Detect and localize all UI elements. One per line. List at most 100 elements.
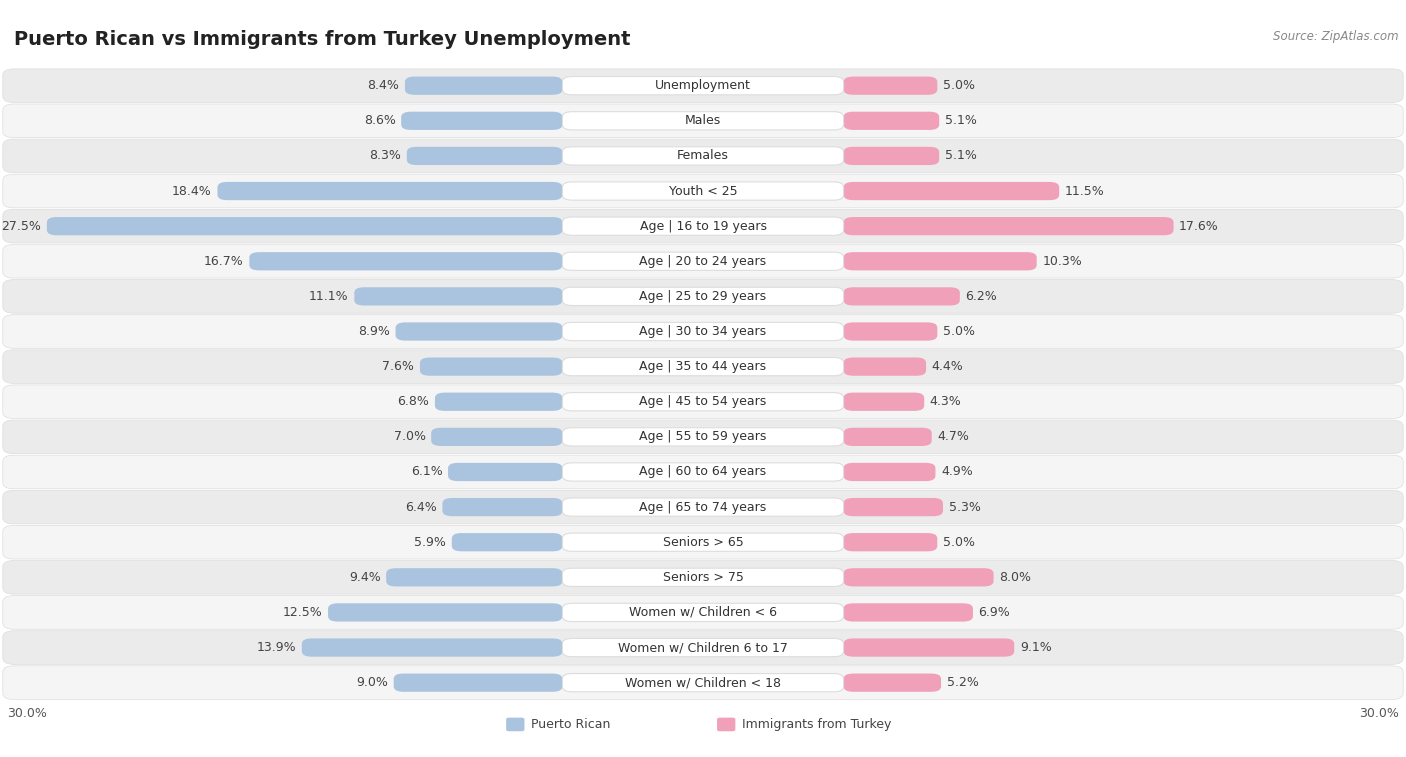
Text: Puerto Rican vs Immigrants from Turkey Unemployment: Puerto Rican vs Immigrants from Turkey U… — [14, 30, 630, 49]
FancyBboxPatch shape — [395, 322, 562, 341]
Text: Males: Males — [685, 114, 721, 127]
Text: 4.3%: 4.3% — [929, 395, 962, 408]
FancyBboxPatch shape — [844, 393, 924, 411]
FancyBboxPatch shape — [562, 569, 844, 587]
Text: 11.1%: 11.1% — [309, 290, 349, 303]
Text: Women w/ Children 6 to 17: Women w/ Children 6 to 17 — [619, 641, 787, 654]
FancyBboxPatch shape — [3, 631, 1403, 665]
FancyBboxPatch shape — [562, 252, 844, 270]
FancyBboxPatch shape — [3, 210, 1403, 243]
FancyBboxPatch shape — [562, 428, 844, 446]
Text: 17.6%: 17.6% — [1180, 220, 1219, 232]
FancyBboxPatch shape — [3, 385, 1403, 419]
Text: Puerto Rican: Puerto Rican — [531, 718, 610, 731]
FancyBboxPatch shape — [218, 182, 562, 200]
Text: 5.9%: 5.9% — [415, 536, 446, 549]
FancyBboxPatch shape — [562, 603, 844, 621]
Text: 6.2%: 6.2% — [966, 290, 997, 303]
FancyBboxPatch shape — [432, 428, 562, 446]
FancyBboxPatch shape — [844, 252, 1036, 270]
FancyBboxPatch shape — [844, 603, 973, 621]
Text: Age | 65 to 74 years: Age | 65 to 74 years — [640, 500, 766, 513]
FancyBboxPatch shape — [328, 603, 562, 621]
Text: 5.1%: 5.1% — [945, 149, 977, 163]
FancyBboxPatch shape — [302, 638, 562, 656]
FancyBboxPatch shape — [562, 638, 844, 656]
FancyBboxPatch shape — [562, 674, 844, 692]
FancyBboxPatch shape — [844, 428, 932, 446]
FancyBboxPatch shape — [3, 420, 1403, 453]
FancyBboxPatch shape — [3, 350, 1403, 384]
Text: Age | 20 to 24 years: Age | 20 to 24 years — [640, 255, 766, 268]
Text: Age | 30 to 34 years: Age | 30 to 34 years — [640, 325, 766, 338]
FancyBboxPatch shape — [562, 498, 844, 516]
Text: 8.4%: 8.4% — [367, 79, 399, 92]
Text: 18.4%: 18.4% — [172, 185, 212, 198]
Text: 5.0%: 5.0% — [943, 79, 974, 92]
Text: 10.3%: 10.3% — [1042, 255, 1083, 268]
FancyBboxPatch shape — [844, 638, 1014, 656]
Text: 12.5%: 12.5% — [283, 606, 322, 619]
FancyBboxPatch shape — [406, 147, 562, 165]
Text: 8.9%: 8.9% — [359, 325, 389, 338]
FancyBboxPatch shape — [844, 147, 939, 165]
FancyBboxPatch shape — [394, 674, 562, 692]
FancyBboxPatch shape — [46, 217, 562, 235]
Text: Age | 16 to 19 years: Age | 16 to 19 years — [640, 220, 766, 232]
FancyBboxPatch shape — [562, 287, 844, 306]
FancyBboxPatch shape — [3, 104, 1403, 138]
FancyBboxPatch shape — [844, 569, 994, 587]
Text: 5.3%: 5.3% — [949, 500, 980, 513]
FancyBboxPatch shape — [449, 463, 562, 481]
FancyBboxPatch shape — [562, 147, 844, 165]
FancyBboxPatch shape — [3, 491, 1403, 524]
FancyBboxPatch shape — [562, 217, 844, 235]
FancyBboxPatch shape — [451, 533, 562, 551]
FancyBboxPatch shape — [3, 455, 1403, 489]
FancyBboxPatch shape — [844, 498, 943, 516]
FancyBboxPatch shape — [3, 525, 1403, 559]
Text: 5.2%: 5.2% — [946, 676, 979, 689]
Text: Seniors > 75: Seniors > 75 — [662, 571, 744, 584]
FancyBboxPatch shape — [3, 245, 1403, 278]
FancyBboxPatch shape — [562, 322, 844, 341]
Text: Age | 55 to 59 years: Age | 55 to 59 years — [640, 430, 766, 444]
Text: Source: ZipAtlas.com: Source: ZipAtlas.com — [1274, 30, 1399, 43]
FancyBboxPatch shape — [3, 279, 1403, 313]
Text: 7.6%: 7.6% — [382, 360, 415, 373]
Text: 6.9%: 6.9% — [979, 606, 1011, 619]
FancyBboxPatch shape — [844, 674, 941, 692]
Text: 4.7%: 4.7% — [938, 430, 969, 444]
Text: Age | 25 to 29 years: Age | 25 to 29 years — [640, 290, 766, 303]
Text: Age | 35 to 44 years: Age | 35 to 44 years — [640, 360, 766, 373]
Text: Females: Females — [678, 149, 728, 163]
FancyBboxPatch shape — [562, 112, 844, 130]
FancyBboxPatch shape — [506, 718, 524, 731]
Text: 9.1%: 9.1% — [1019, 641, 1052, 654]
FancyBboxPatch shape — [443, 498, 562, 516]
Text: 27.5%: 27.5% — [1, 220, 41, 232]
FancyBboxPatch shape — [3, 174, 1403, 208]
FancyBboxPatch shape — [562, 463, 844, 481]
Text: 6.4%: 6.4% — [405, 500, 437, 513]
Text: 9.0%: 9.0% — [356, 676, 388, 689]
FancyBboxPatch shape — [401, 112, 562, 130]
Text: Age | 60 to 64 years: Age | 60 to 64 years — [640, 466, 766, 478]
Text: 16.7%: 16.7% — [204, 255, 243, 268]
Text: 30.0%: 30.0% — [7, 707, 46, 721]
FancyBboxPatch shape — [844, 357, 927, 375]
FancyBboxPatch shape — [3, 560, 1403, 594]
FancyBboxPatch shape — [354, 287, 562, 306]
Text: Seniors > 65: Seniors > 65 — [662, 536, 744, 549]
Text: Women w/ Children < 18: Women w/ Children < 18 — [626, 676, 780, 689]
Text: 8.3%: 8.3% — [370, 149, 401, 163]
Text: 8.6%: 8.6% — [364, 114, 395, 127]
FancyBboxPatch shape — [3, 315, 1403, 348]
Text: 5.0%: 5.0% — [943, 325, 974, 338]
Text: 30.0%: 30.0% — [1360, 707, 1399, 721]
Text: 5.1%: 5.1% — [945, 114, 977, 127]
FancyBboxPatch shape — [434, 393, 562, 411]
FancyBboxPatch shape — [562, 357, 844, 375]
Text: Immigrants from Turkey: Immigrants from Turkey — [742, 718, 891, 731]
Text: 7.0%: 7.0% — [394, 430, 426, 444]
